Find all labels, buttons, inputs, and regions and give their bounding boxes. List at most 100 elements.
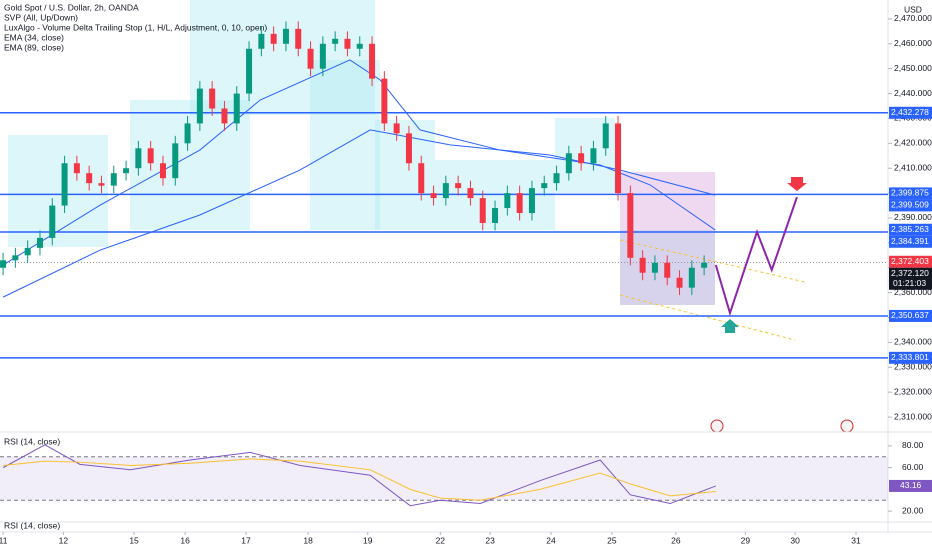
rsi-line [2,444,716,507]
event-icon[interactable] [710,419,724,433]
candle-body [86,173,93,184]
currency: USD [904,4,922,14]
y-tick-label: 2,340.000 [894,337,932,347]
x-tick-label: 12 [59,535,69,545]
price-label-bg [889,187,932,200]
candle-body [615,123,622,194]
indicator-label: SVP (All, Up/Down) [4,12,78,22]
channel-line [619,239,806,283]
candle-body [393,123,400,134]
x-tick-label: 29 [741,535,751,545]
rsi-band [0,456,888,501]
price-label-bg [889,199,932,212]
candle-body [36,237,43,248]
candle-body [356,43,363,49]
price-label: 2,399.875 [891,188,929,198]
candle-body [233,93,240,124]
candle-body [332,38,339,44]
candle-body [553,173,560,184]
buy-arrow [721,319,739,333]
y-tick-label: 2,450.000 [894,63,932,73]
candle-body [147,148,154,164]
price-label: 2,385.263 [891,224,929,234]
candle-body [639,257,646,273]
candle-body [221,108,228,124]
candle-body [590,148,597,164]
candle-body [307,48,314,69]
candle-body [295,28,302,49]
candle-body [664,262,671,278]
x-tick-label: 15 [129,535,139,545]
candle-body [258,33,265,49]
legend-entry: EMA (89, close) [4,42,64,52]
price-label: 2,372.403 [891,256,929,266]
candle-body [159,163,166,179]
candle-body [184,123,191,144]
candle-body [479,198,486,223]
candle-body [196,88,203,124]
candle-body [651,262,658,273]
candle-body [282,28,289,44]
price-label: 2,384.391 [891,236,929,246]
candle-body [98,183,105,186]
x-tick-label: 16 [180,535,190,545]
x-tick-label: 17 [241,535,251,545]
price-label-bg [889,351,932,364]
price-label: 2,432.278 [891,107,929,117]
x-tick-label: 26 [671,535,681,545]
volume-profile-boxes [8,0,715,305]
rsi-value-label: 43.16 [900,480,922,490]
profile-box [130,100,250,230]
ema-line [2,129,716,298]
x-tick-label: 30 [790,535,800,545]
sell-arrow [787,177,807,191]
candle-body [209,88,216,109]
projection-path [714,196,798,317]
candle-body [528,188,535,214]
candle-body [61,163,68,206]
x-tick-label: 22 [436,535,446,545]
candle-body [578,153,585,164]
x-tick-label: 23 [485,535,495,545]
price-label: 2,372.120 [891,268,929,278]
rsi-title: RSI (14, close) [4,436,60,446]
candle-body [467,188,474,199]
price-label: 2,350.637 [891,310,929,320]
y-tick-label: 2,390.000 [894,212,932,222]
candle-body [676,277,683,288]
rsi-value-bg [889,479,932,492]
x-tick-label: 31 [851,535,861,545]
candle-body [319,43,326,69]
price-label-bg [889,309,932,322]
candle-body [344,38,351,49]
price-label-bg [889,267,932,290]
y-tick-label: 2,360.000 [894,287,932,297]
legend-entry: EMA (34, close) [4,32,64,42]
price-label-bg [889,235,932,248]
x-tick-label: 19 [363,535,373,545]
candle-body [24,247,31,256]
profile-box [190,0,375,115]
profile-box [310,60,380,230]
candle-body [492,208,499,223]
price-label-bg [889,255,932,268]
candle-body [504,193,511,209]
profile-box [375,120,435,230]
candle-body [541,183,548,189]
candle-body [110,173,117,186]
rsi-title: RSI (14, close) [4,520,60,530]
y-tick-label: 2,330.000 [894,362,932,372]
price-label-bg [889,106,932,119]
candle-body [135,148,142,169]
candle-body [430,193,437,199]
candle-body [627,193,634,258]
candle-body [602,123,609,149]
rsi-line [3,458,716,501]
y-tick-label: 2,440.000 [894,88,932,98]
candle-body [565,153,572,174]
event-icon[interactable] [840,419,854,433]
y-tick-label: 2,320.000 [894,386,932,396]
x-tick-label: 24 [546,535,556,545]
price-label: 2,333.801 [891,352,929,362]
